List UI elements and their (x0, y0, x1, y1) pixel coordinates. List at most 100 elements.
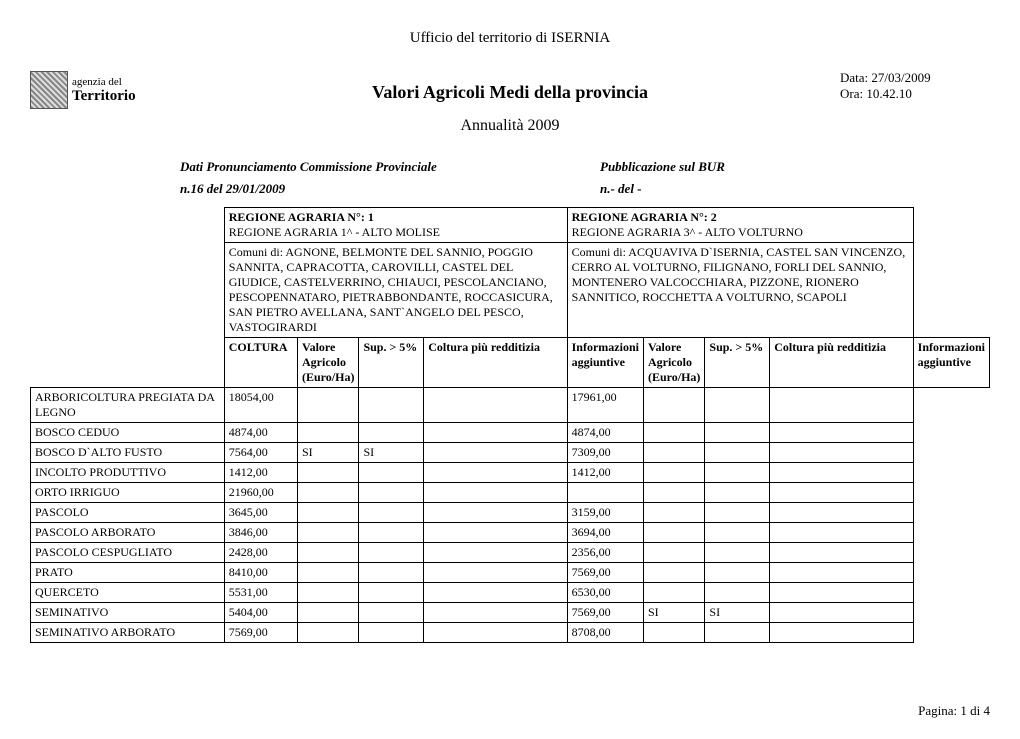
col-sup-2: Sup. > 5% (705, 338, 770, 388)
cell-s1 (298, 483, 359, 503)
table-row: QUERCETO5531,006530,00 (31, 583, 990, 603)
office-name: Ufficio del territorio di ISERNIA (180, 30, 840, 47)
cell-i1 (424, 523, 567, 543)
cell-r1 (359, 388, 424, 423)
cell-i1 (424, 563, 567, 583)
time-label: Ora: 10.42.10 (840, 86, 990, 102)
cell-i2 (770, 463, 913, 483)
table-row: PRATO8410,007569,00 (31, 563, 990, 583)
cell-coltura: PASCOLO ARBORATO (31, 523, 225, 543)
cell-r2: SI (705, 603, 770, 623)
cell-i2 (770, 603, 913, 623)
cell-r2 (705, 523, 770, 543)
cell-v1: 1412,00 (224, 463, 297, 483)
cell-i2 (770, 563, 913, 583)
cell-i2 (770, 543, 913, 563)
data-table: REGIONE AGRARIA N°: 1 REGIONE AGRARIA 1^… (30, 207, 990, 643)
cell-v1: 7564,00 (224, 443, 297, 463)
cell-coltura: BOSCO D`ALTO FUSTO (31, 443, 225, 463)
cell-s1 (298, 583, 359, 603)
cell-v1: 7569,00 (224, 623, 297, 643)
col-coltura: COLTURA (224, 338, 297, 388)
table-row: BOSCO CEDUO4874,004874,00 (31, 423, 990, 443)
cell-v1: 8410,00 (224, 563, 297, 583)
cell-i2 (770, 503, 913, 523)
cell-s2: SI (643, 603, 704, 623)
cell-i1 (424, 583, 567, 603)
region-heading-row: REGIONE AGRARIA N°: 1 REGIONE AGRARIA 1^… (31, 208, 990, 243)
cell-v2 (567, 483, 643, 503)
cell-i2 (770, 623, 913, 643)
page-title: Valori Agricoli Medi della provincia (180, 82, 840, 103)
cell-s1 (298, 523, 359, 543)
cell-r2 (705, 563, 770, 583)
cell-r2 (705, 583, 770, 603)
cell-i2 (770, 523, 913, 543)
cell-v1: 3846,00 (224, 523, 297, 543)
cell-coltura: QUERCETO (31, 583, 225, 603)
cell-v2: 7569,00 (567, 563, 643, 583)
col-valore-1: Valore Agricolo (Euro/Ha) (298, 338, 359, 388)
meta-row-1: Dati Pronunciamento Commissione Provinci… (180, 159, 990, 175)
cell-v1: 3645,00 (224, 503, 297, 523)
col-info-2: Informazioni aggiuntive (913, 338, 989, 388)
cell-v1: 5404,00 (224, 603, 297, 623)
logo-text: agenzia del Territorio (72, 76, 136, 105)
cell-r2 (705, 443, 770, 463)
cell-i1 (424, 483, 567, 503)
cell-i1 (424, 623, 567, 643)
col-redditizia-2: Coltura più redditizia (770, 338, 913, 388)
cell-s2 (643, 443, 704, 463)
table-row: PASCOLO CESPUGLIATO2428,002356,00 (31, 543, 990, 563)
cell-r2 (705, 388, 770, 423)
cell-r1 (359, 543, 424, 563)
cell-r1 (359, 503, 424, 523)
meta-right-1: Pubblicazione sul BUR (600, 159, 990, 175)
cell-s1 (298, 423, 359, 443)
cell-i2 (770, 443, 913, 463)
cell-i1 (424, 543, 567, 563)
cell-r1 (359, 523, 424, 543)
cell-i2 (770, 423, 913, 443)
cell-s2 (643, 463, 704, 483)
cell-v2: 17961,00 (567, 388, 643, 423)
col-info-1: Informazioni aggiuntive (567, 338, 643, 388)
cell-s2 (643, 423, 704, 443)
cell-s1: SI (298, 443, 359, 463)
table-row: PASCOLO3645,003159,00 (31, 503, 990, 523)
cell-r1 (359, 603, 424, 623)
cell-v2: 1412,00 (567, 463, 643, 483)
cell-i2 (770, 483, 913, 503)
table-row: SEMINATIVO ARBORATO7569,008708,00 (31, 623, 990, 643)
cell-s1 (298, 603, 359, 623)
logo: agenzia del Territorio (30, 70, 155, 110)
cell-r2 (705, 623, 770, 643)
cell-coltura: ARBORICOLTURA PREGIATA DA LEGNO (31, 388, 225, 423)
cell-i1 (424, 423, 567, 443)
cell-i1 (424, 463, 567, 483)
region1-comuni: Comuni di: AGNONE, BELMONTE DEL SANNIO, … (224, 243, 567, 338)
cell-r1 (359, 423, 424, 443)
cell-s1 (298, 463, 359, 483)
cell-s2 (643, 388, 704, 423)
cell-r1 (359, 623, 424, 643)
cell-v1: 4874,00 (224, 423, 297, 443)
cell-coltura: SEMINATIVO ARBORATO (31, 623, 225, 643)
table-row: ORTO IRRIGUO21960,00 (31, 483, 990, 503)
cell-coltura: ORTO IRRIGUO (31, 483, 225, 503)
year: Annualità 2009 (180, 117, 840, 135)
cell-v2: 6530,00 (567, 583, 643, 603)
logo-line1: agenzia del (72, 76, 136, 88)
cell-i1 (424, 503, 567, 523)
date-label: Data: 27/03/2009 (840, 70, 990, 86)
cell-v2: 3159,00 (567, 503, 643, 523)
cell-r2 (705, 543, 770, 563)
cell-i2 (770, 583, 913, 603)
table-row: BOSCO D`ALTO FUSTO7564,00SISI7309,00 (31, 443, 990, 463)
cell-r2 (705, 463, 770, 483)
cell-v1: 2428,00 (224, 543, 297, 563)
region2-sub: REGIONE AGRARIA 3^ - ALTO VOLTURNO (572, 225, 909, 240)
logo-line2: Territorio (72, 88, 136, 105)
cell-coltura: INCOLTO PRODUTTIVO (31, 463, 225, 483)
cell-v1: 18054,00 (224, 388, 297, 423)
